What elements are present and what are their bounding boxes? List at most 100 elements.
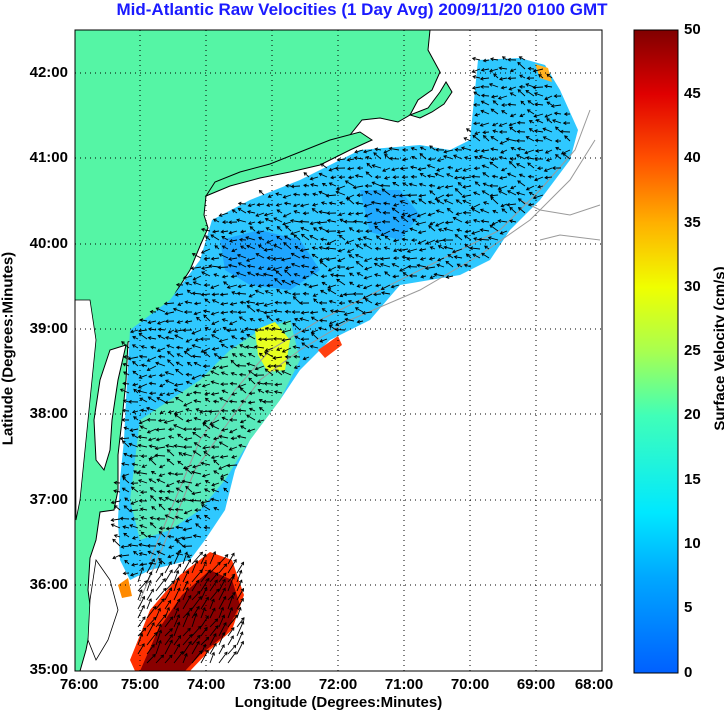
velocity-arrow [402, 212, 409, 216]
velocity-arrowhead [383, 246, 388, 250]
velocity-arrow [194, 302, 202, 305]
velocity-arrowhead [219, 397, 223, 401]
velocity-arrowhead [176, 576, 180, 581]
velocity-arrowhead [465, 253, 470, 258]
velocity-arrow [146, 654, 156, 664]
velocity-arrow [173, 587, 181, 601]
velocity-arrow [192, 431, 202, 439]
velocity-arrowhead [453, 154, 457, 159]
velocity-arrowhead [112, 538, 116, 543]
velocity-arrow [454, 234, 463, 241]
velocity-arrowhead [221, 389, 226, 394]
velocity-arrowhead [158, 557, 162, 562]
velocity-arrowhead [516, 129, 521, 134]
velocity-arrow [165, 401, 175, 404]
velocity-arrow [393, 248, 400, 252]
velocity-arrowhead [339, 218, 344, 223]
velocity-arrow [519, 74, 526, 79]
velocity-arrowhead [300, 337, 305, 342]
velocity-arrow [294, 318, 301, 322]
velocity-arrowhead [164, 514, 169, 518]
velocity-arrow [318, 327, 328, 331]
velocity-arrow [488, 237, 499, 241]
velocity-arrow [483, 135, 490, 142]
velocity-arrowhead [543, 168, 548, 172]
velocity-arrowhead [201, 373, 205, 378]
velocity-arrow [313, 227, 319, 232]
velocity-arrow [291, 253, 301, 259]
velocity-arrowhead [276, 347, 280, 351]
velocity-arrow [173, 577, 180, 592]
velocity-arrow [302, 256, 310, 259]
velocity-arrow [492, 100, 499, 106]
velocity-arrow [384, 271, 391, 277]
velocity-arrowhead [490, 157, 495, 162]
velocity-arrowhead [229, 606, 233, 611]
velocity-arrowhead [457, 181, 462, 186]
velocity-arrowhead [191, 291, 196, 296]
velocity-arrowhead [158, 497, 163, 501]
velocity-arrowhead [264, 217, 269, 222]
velocity-arrowhead [238, 579, 243, 584]
velocity-arrowhead [362, 236, 367, 240]
velocity-arrowhead [213, 459, 217, 464]
velocity-arrowhead [554, 126, 559, 131]
velocity-arrowhead [264, 368, 269, 373]
velocity-arrow [230, 345, 238, 349]
velocity-arrow [166, 392, 175, 396]
velocity-arrowhead [407, 193, 411, 198]
velocity-arrow [203, 434, 211, 439]
velocity-arrowhead [121, 462, 125, 466]
velocity-arrow [173, 651, 184, 664]
velocity-arrow [211, 334, 220, 340]
velocity-arrowhead [158, 489, 163, 494]
velocity-arrowhead [166, 458, 171, 463]
velocity-arrowhead [139, 632, 144, 637]
velocity-arrow [209, 551, 216, 565]
velocity-arrowhead [150, 470, 155, 475]
land-mass [75, 30, 441, 671]
velocity-arrow [164, 302, 175, 305]
velocity-arrowhead [240, 620, 245, 625]
velocity-arrow [300, 248, 310, 252]
velocity-arrowhead [231, 408, 235, 413]
velocity-arrow [419, 248, 427, 251]
velocity-arrowhead [240, 329, 245, 333]
velocity-arrow [218, 563, 227, 574]
velocity-arrow [365, 298, 373, 304]
velocity-arrow [200, 597, 209, 610]
velocity-arrowhead [535, 148, 540, 153]
velocity-arrow [473, 91, 481, 97]
velocity-arrow [174, 414, 184, 421]
velocity-arrowhead [155, 437, 160, 442]
velocity-arrow [138, 333, 148, 340]
velocity-arrowhead [381, 219, 386, 224]
velocity-arrowhead [406, 249, 411, 253]
velocity-arrow [282, 221, 292, 225]
velocity-arrowhead [447, 165, 451, 170]
velocity-arrowhead [113, 505, 118, 509]
velocity-arrowhead [158, 464, 163, 469]
velocity-arrowhead [280, 257, 285, 262]
velocity-arrowhead [178, 451, 183, 456]
velocity-arrowhead [465, 128, 470, 132]
velocity-arrow [183, 527, 193, 531]
velocity-arrow [218, 622, 227, 637]
velocity-arrowhead [151, 643, 155, 648]
velocity-arrow [389, 147, 400, 151]
velocity-arrow [456, 199, 463, 205]
velocity-arrowhead [228, 257, 232, 261]
velocity-arrow [481, 100, 490, 106]
velocity-arrowhead [454, 234, 459, 238]
velocity-arrowhead [380, 232, 385, 237]
velocity-arrowhead [220, 310, 225, 315]
velocity-arrow [146, 606, 157, 619]
velocity-arrowhead [328, 182, 333, 186]
velocity-arrow [309, 284, 319, 288]
velocity-arrow [203, 451, 211, 457]
velocity-arrow [146, 617, 157, 628]
velocity-arrowhead [211, 347, 216, 351]
velocity-arrowhead [429, 275, 434, 279]
velocity-arrow [356, 301, 364, 304]
velocity-arrow [122, 487, 130, 493]
